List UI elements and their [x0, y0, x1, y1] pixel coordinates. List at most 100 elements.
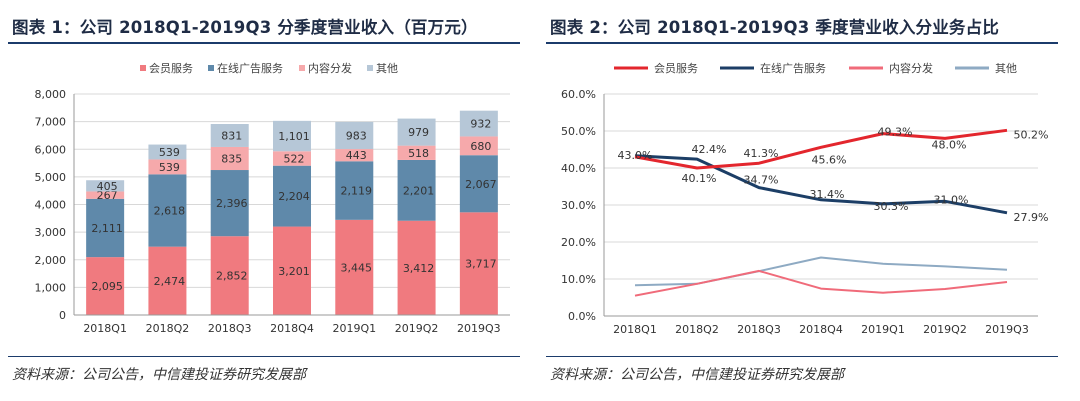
- bar-value-label: 2,095: [91, 280, 123, 293]
- bar-value-label: 2,618: [154, 204, 186, 217]
- bar-segment: [397, 159, 436, 221]
- x-tick-label: 2018Q4: [270, 322, 314, 335]
- bar-value-label: 2,852: [216, 270, 248, 283]
- bar-segment: [148, 144, 187, 160]
- bar-value-label: 831: [221, 129, 242, 142]
- bar-segment: [335, 121, 374, 150]
- x-tick-label: 2018Q2: [146, 322, 190, 335]
- x-tick-label: 2019Q1: [861, 323, 905, 336]
- y-tick-label: 6,000: [35, 143, 67, 156]
- point-value-label: 48.0%: [932, 138, 967, 151]
- series-line-2: [634, 269, 1008, 297]
- y-tick-label: 0: [59, 309, 66, 322]
- series-line-3: [634, 256, 1008, 287]
- bar-value-label: 2,474: [154, 275, 186, 288]
- legend-label-0: 会员服务: [149, 62, 193, 75]
- bar-value-label: 979: [408, 126, 429, 139]
- bar-value-label: 3,717: [465, 258, 497, 271]
- bar-value-label: 443: [346, 149, 367, 162]
- legend-label-1: 在线广告服务: [217, 61, 283, 75]
- left-title-rule: [8, 42, 520, 44]
- bar-segment: [86, 198, 125, 258]
- x-tick-label: 2018Q1: [83, 322, 127, 335]
- y-tick-label: 0.0%: [568, 310, 596, 323]
- bar-value-label: 3,445: [341, 261, 373, 274]
- bar-value-label: 267: [97, 189, 118, 202]
- y-tick-label: 7,000: [35, 116, 67, 129]
- bar-segment: [273, 120, 311, 152]
- legend-swatch-0: [140, 65, 146, 71]
- point-value-label: 41.3%: [744, 147, 779, 160]
- y-tick-label: 4,000: [35, 199, 67, 212]
- bar-segment: [335, 161, 374, 220]
- x-tick-label: 2019Q3: [457, 322, 501, 335]
- y-tick-label: 1,000: [35, 281, 67, 294]
- bar-segment: [459, 110, 498, 137]
- legend-label-3: 其他: [376, 62, 398, 75]
- bar-segment: [335, 219, 374, 315]
- bar-segment: [459, 155, 498, 213]
- revenue-stacked-bar-panel: 图表 1：公司 2018Q1-2019Q3 分季度营业收入（百万元） 会员服务 在…: [0, 0, 530, 401]
- point-value-label: 31.4%: [810, 188, 845, 201]
- x-tick-label: 2018Q3: [737, 323, 781, 336]
- bar-value-label: 2,396: [216, 197, 248, 210]
- bar-value-label: 2,204: [278, 190, 310, 203]
- left-chart-title: 图表 1：公司 2018Q1-2019Q3 分季度营业收入（百万元）: [12, 18, 478, 37]
- revenue-share-line-panel: 图表 2：公司 2018Q1-2019Q3 季度营业收入分业务占比 会员服务 在线…: [538, 0, 1068, 401]
- y-tick-label: 50.0%: [561, 125, 596, 138]
- bar-value-label: 539: [159, 161, 180, 174]
- bar-segment: [210, 236, 249, 315]
- bar-segment: [210, 124, 249, 147]
- point-value-label: 40.1%: [682, 172, 717, 185]
- bar-segment: [148, 159, 187, 175]
- bar-segment: [273, 151, 311, 166]
- bar-value-label: 2,067: [465, 178, 497, 191]
- y-tick-label: 2,000: [35, 254, 67, 267]
- series-line-0: [634, 128, 1008, 170]
- point-value-label: 50.2%: [1014, 128, 1049, 141]
- bar-value-label: 518: [408, 147, 429, 160]
- x-tick-label: 2018Q1: [613, 323, 657, 336]
- point-value-label: 49.3%: [878, 126, 913, 139]
- point-value-label: 30.3%: [874, 200, 909, 213]
- bar-value-label: 835: [221, 152, 242, 165]
- legend-label-0: 会员服务: [654, 62, 698, 75]
- y-tick-label: 8,000: [35, 88, 67, 101]
- bar-value-label: 2,111: [91, 222, 123, 235]
- y-tick-label: 3,000: [35, 226, 67, 239]
- x-tick-label: 2018Q3: [208, 322, 252, 335]
- x-tick-label: 2018Q2: [675, 323, 719, 336]
- bar-segment: [86, 180, 125, 192]
- y-tick-label: 30.0%: [561, 199, 596, 212]
- y-tick-label: 20.0%: [561, 236, 596, 249]
- stacked-bar-chart: 会员服务 在线广告服务 内容分发 其他 0 1,000 2,000 3,000 4,000 5,0…: [35, 61, 510, 335]
- bar-segment: [397, 220, 436, 315]
- point-value-label: 31.0%: [934, 193, 969, 206]
- bar-value-label: 3,412: [403, 262, 435, 275]
- y-tick-label: 5,000: [35, 171, 67, 184]
- legend-label-3: 其他: [995, 62, 1017, 75]
- bar-segment: [397, 118, 436, 146]
- right-source-note: 资料来源：公司公告，中信建投证券研究发展部: [550, 367, 844, 383]
- legend-swatch-2: [299, 65, 305, 71]
- legend-swatch-3: [367, 65, 373, 71]
- x-tick-label: 2019Q2: [923, 323, 967, 336]
- left-source-rule: [8, 356, 520, 357]
- bar-value-label: 405: [97, 180, 118, 193]
- bar-value-label: 3,201: [278, 265, 310, 278]
- bar-segment: [459, 212, 498, 315]
- bar-value-label: 2,119: [341, 185, 373, 198]
- bar-value-label: 983: [346, 129, 367, 142]
- bar-segment: [86, 191, 125, 199]
- right-chart-title: 图表 2：公司 2018Q1-2019Q3 季度营业收入分业务占比: [550, 18, 1000, 37]
- x-tick-label: 2019Q3: [985, 323, 1029, 336]
- point-value-label: 43.0%: [618, 149, 653, 162]
- bar-value-label: 522: [284, 152, 305, 165]
- bar-value-label: 932: [470, 118, 491, 131]
- legend-label-1: 在线广告服务: [760, 61, 826, 75]
- bar-segment: [273, 165, 311, 227]
- bar-segment: [148, 174, 187, 247]
- bar-value-label: 680: [470, 140, 491, 153]
- bar-segment: [210, 170, 249, 237]
- share-line-chart: 会员服务 在线广告服务 内容分发 其他 0.0% 10.0% 20.0% 30.0% 40.0%…: [561, 61, 1049, 336]
